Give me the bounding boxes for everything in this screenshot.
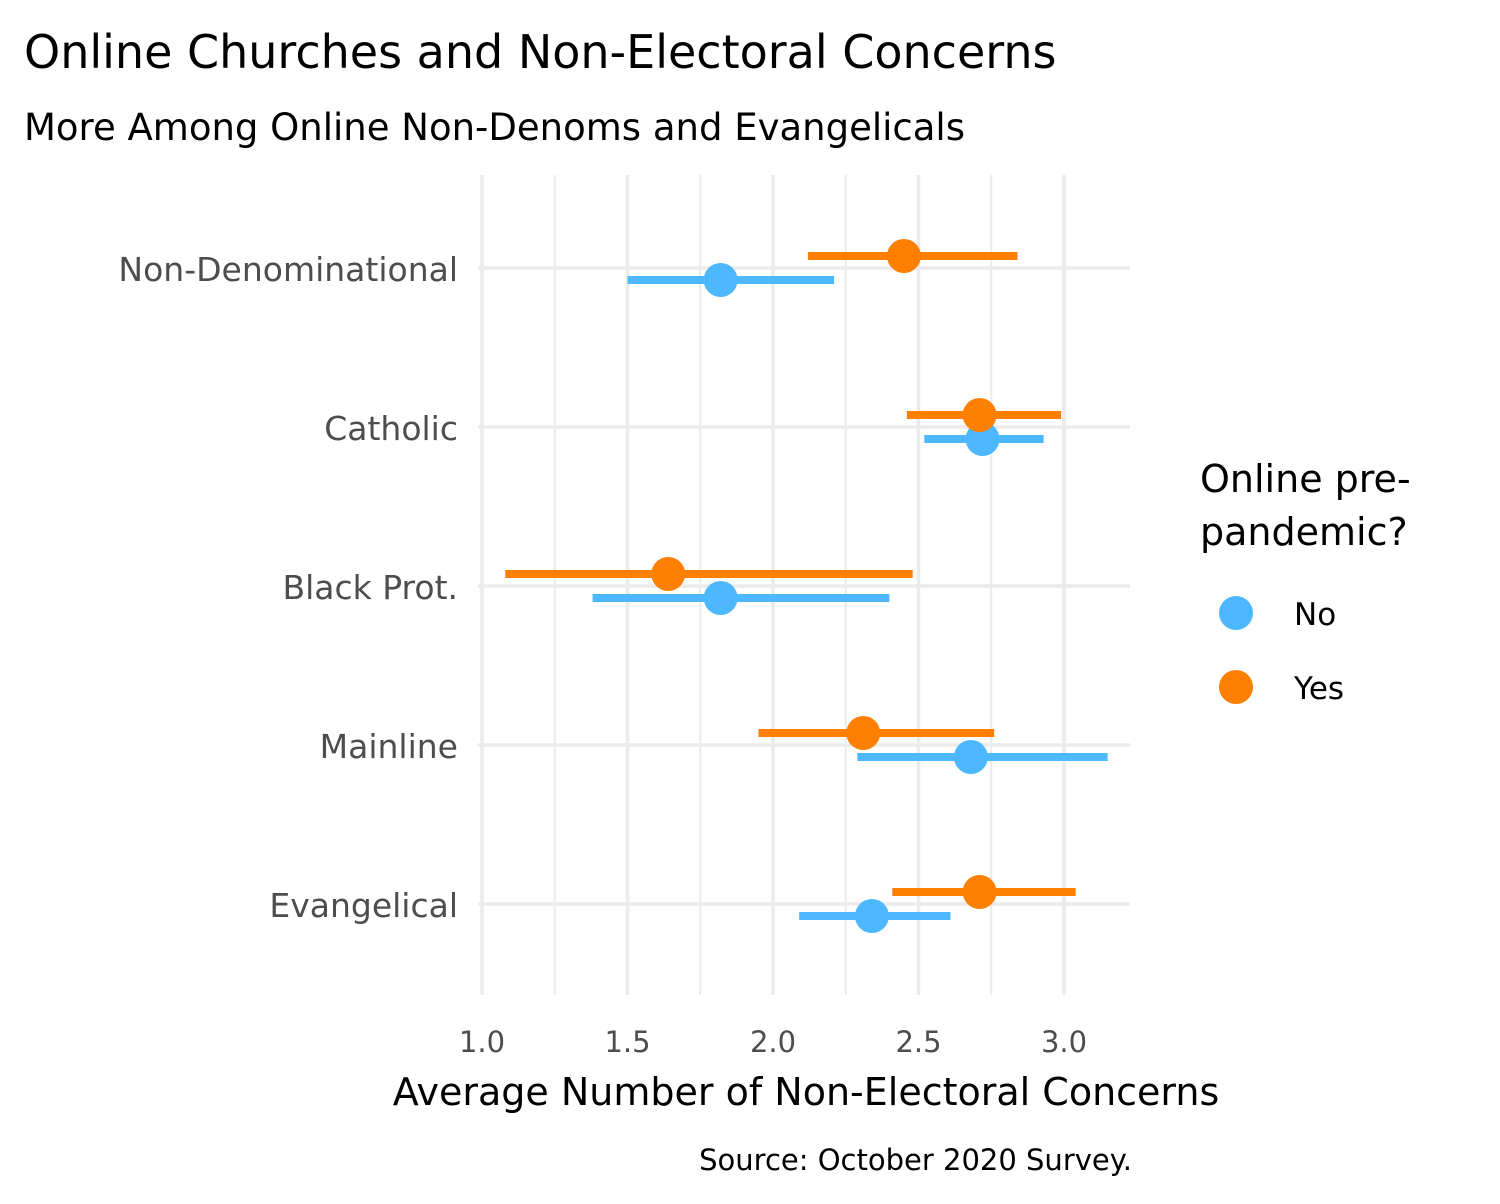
y-tick-label: Black Prot. xyxy=(282,568,458,607)
y-tick-label: Catholic xyxy=(324,409,458,448)
x-tick-label: 2.5 xyxy=(895,1025,941,1059)
point-no xyxy=(703,581,738,615)
legend-key-yes xyxy=(1219,670,1253,704)
x-axis-title: Average Number of Non-Electoral Concerns xyxy=(393,1070,1220,1114)
y-tick-label: Non-Denominational xyxy=(118,250,458,289)
point-no xyxy=(953,740,988,774)
point-yes xyxy=(651,557,686,591)
chart-subtitle: More Among Online Non-Denoms and Evangel… xyxy=(24,106,965,149)
y-tick-label: Mainline xyxy=(320,727,458,766)
chart-title: Online Churches and Non-Electoral Concer… xyxy=(24,25,1056,79)
x-axis-labels: 1.0 1.5 2.0 2.5 3.0 xyxy=(459,1025,1087,1059)
legend-label-yes: Yes xyxy=(1293,671,1344,707)
legend-key-no xyxy=(1219,596,1253,630)
x-tick-label: 2.0 xyxy=(750,1025,796,1059)
point-yes xyxy=(962,398,997,432)
point-no xyxy=(854,899,889,933)
point-yes xyxy=(886,239,921,273)
y-tick-label: Evangelical xyxy=(269,886,458,925)
y-axis-labels: Non-Denominational Catholic Black Prot. Mai… xyxy=(118,250,458,925)
caption: Source: October 2020 Survey. xyxy=(699,1143,1132,1177)
x-tick-label: 1.5 xyxy=(604,1025,650,1059)
legend-label-no: No xyxy=(1294,597,1336,633)
legend-title-line1: Online pre- xyxy=(1200,457,1411,501)
data-marks xyxy=(505,239,1108,933)
point-yes xyxy=(846,716,881,750)
point-yes xyxy=(962,875,997,909)
x-tick-label: 3.0 xyxy=(1041,1025,1087,1059)
grid xyxy=(478,175,1130,995)
legend: Online pre- pandemic? No Yes xyxy=(1200,457,1411,707)
legend-title-line2: pandemic? xyxy=(1200,510,1408,554)
x-tick-label: 1.0 xyxy=(459,1025,505,1059)
point-no xyxy=(703,263,738,297)
